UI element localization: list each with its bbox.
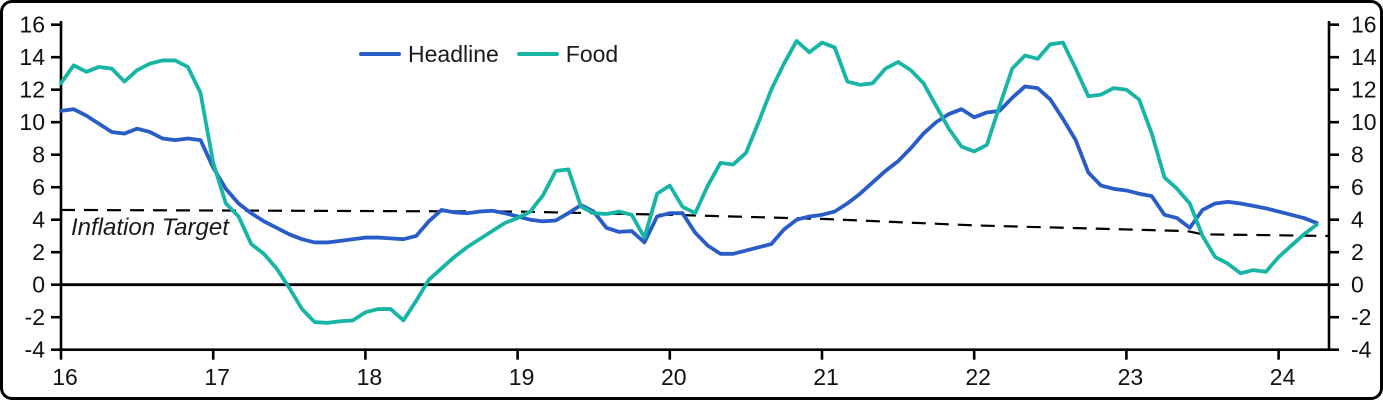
inflation-target-label: Inflation Target [71,214,229,241]
x-tick-label: 19 [509,364,535,390]
x-tick-label: 24 [1270,364,1296,390]
legend-label-food: Food [565,41,619,67]
x-tick-label: 21 [813,364,839,390]
food-line [59,39,1319,325]
y-tick-label-left: -4 [25,337,46,363]
y-tick-label-right: 14 [1351,44,1377,70]
y-tick-label-left: 10 [19,109,45,135]
y-tick-label-left: 16 [19,12,45,38]
y-tick-label-left: 2 [32,239,45,265]
legend: Headline Food [359,41,618,67]
x-tick-label: 22 [965,364,991,390]
y-tick-label-left: 14 [19,44,45,70]
x-tick-label: 18 [357,364,383,390]
y-tick-label-right: 16 [1351,12,1377,38]
y-tick-label-left: -2 [25,304,45,330]
y-tick-label-right: 2 [1351,239,1364,265]
food-line-swatch [516,52,559,56]
y-tick-label-right: 6 [1351,174,1364,200]
legend-item-food: Food [516,41,619,67]
y-tick-label-right: 8 [1351,142,1364,168]
x-tick-label: 23 [1118,364,1144,390]
x-tick-label: 20 [661,364,687,390]
y-tick-label-right: -4 [1351,337,1372,363]
x-tick-label: 16 [52,364,78,390]
headline-line-swatch [359,52,401,56]
y-tick-label-right: 10 [1351,109,1377,135]
y-tick-label-left: 6 [32,174,45,200]
y-tick-label-right: 0 [1351,272,1364,298]
y-tick-label-right: 4 [1351,207,1364,233]
y-tick-label-left: 12 [19,77,45,103]
y-tick-label-right: -2 [1351,304,1371,330]
y-tick-label-left: 4 [32,207,45,233]
legend-label-headline: Headline [408,41,499,67]
y-tick-label-left: 0 [32,272,45,298]
legend-item-headline: Headline [359,41,499,67]
y-tick-label-right: 12 [1351,77,1377,103]
headline-line [59,84,1319,256]
x-tick-label: 17 [204,364,230,390]
y-tick-label-left: 8 [32,142,45,168]
